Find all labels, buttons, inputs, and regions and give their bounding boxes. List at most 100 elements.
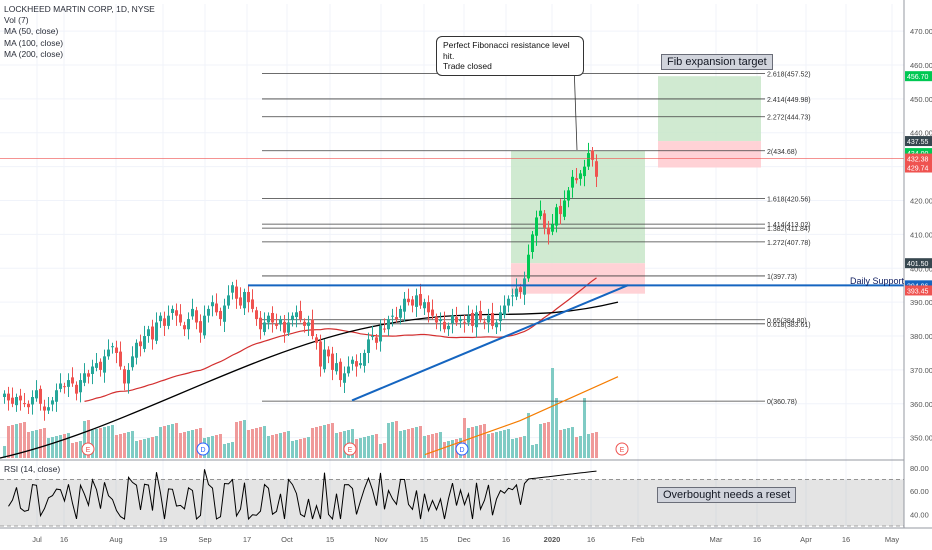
legend-vol[interactable]: Vol (7) [4,15,29,26]
volume-bar [135,441,138,458]
price-tag [905,148,932,159]
candle-body [59,383,62,389]
candle-body [523,278,526,295]
legend-ma50[interactable]: MA (50, close) [4,26,59,37]
fib-level-label: 0.618(383.61) [767,322,811,329]
symbol-title[interactable]: LOCKHEED MARTIN CORP, 1D, NYSE [4,4,155,14]
price-tick-label: 400.00 [910,264,932,273]
candle-body [71,377,74,384]
candle-body [407,298,410,303]
volume-bar [335,433,338,458]
volume-bar [131,431,134,458]
time-axis: Jul 16 Aug 19 Sep 17 Oct 15 Nov 15 Dec 16 2020 16 Feb M… [0,527,932,544]
volume-bar [279,433,282,458]
fib-target-label: Fib expansion target [661,54,773,70]
fib-level-label: 2(434.68) [767,149,797,156]
candle-body [451,315,454,324]
candle-body [507,298,510,306]
volume-bar [287,431,290,458]
volume-bar [503,430,506,458]
rsi-tick-label: 40.00 [910,510,929,519]
candle-body [427,302,430,313]
legend-ma200[interactable]: MA (200, close) [4,48,64,59]
volume-bar [259,427,262,458]
price-axis: 350.00 360.00 370.00 380.00 390.00 400.00 410.… [0,0,932,528]
candle-body [51,400,54,405]
candle-body [399,308,402,318]
time-tick-label: 2020 [544,535,561,544]
candle-body [103,356,106,373]
volume-bar [227,443,230,458]
candle-body [439,319,442,322]
volume-bar [263,426,266,458]
fib-level-label: 1.618(420.56) [767,197,811,204]
candle-body [271,312,274,323]
volume-bar [555,398,558,458]
candle-body [155,322,158,341]
callout-line-1: Perfect Fibonacci resistance level hit. [443,40,570,61]
candle-body [263,322,266,332]
candle-body [43,406,46,411]
volume-bar [7,426,10,458]
volume-bar [223,444,226,458]
volume-bar [99,428,102,458]
candle-body [391,315,394,317]
target-loss-zone [658,141,761,168]
volume-bar [127,432,130,458]
volume-bar [451,440,454,458]
volume-bar [355,439,358,458]
event-marker [196,442,210,456]
price-tick-label: 390.00 [910,298,932,307]
price-tick-label: 360.00 [910,400,932,409]
candle-body [411,299,414,306]
candle-body [371,336,374,338]
event-marker [81,442,95,456]
legend-ma100[interactable]: MA (100, close) [4,37,64,48]
fib-level-label: 1.272(407.78) [767,240,811,247]
volume-bar [427,435,430,458]
candle-body [287,322,290,333]
event-marker-label: D [200,447,205,454]
candle-body [163,318,166,326]
volume-bar [211,436,214,458]
price-tick-label: 420.00 [910,197,932,206]
volume-bar [23,422,26,458]
volume-bar [283,432,286,458]
candle-body [527,254,530,279]
event-marker-label: D [459,447,464,454]
candle-body [559,205,562,215]
volume-bar [63,434,66,458]
volume-bar [251,429,254,458]
volume-bar [247,430,250,458]
candle-body [487,315,490,323]
candle-body [139,341,142,347]
candle-body [491,312,494,326]
volume-bar [267,436,270,458]
time-tick-label: Dec [457,535,471,544]
candle-body [23,403,26,405]
volume-bar [435,433,438,458]
volume-bar [295,440,298,458]
candle-body [135,342,138,358]
volume-bar [359,438,362,458]
candle-body [7,393,10,401]
volume-bar [35,430,38,458]
candle-body [311,319,314,337]
candle-body [475,312,478,328]
candle-body [307,322,310,326]
candle-body [191,308,194,317]
price-tag-label: 393.45 [907,288,929,295]
time-tick-label: Jul [32,535,42,544]
rsi-legend[interactable]: RSI (14, close) [4,464,61,474]
volume-bar [367,436,370,458]
volume-bar [119,434,122,458]
ma-50-line [84,277,597,402]
volume-bar [375,434,378,458]
volume-bar [539,424,542,458]
candle-body [551,224,554,232]
volume-bar [595,432,598,458]
volume-bar [411,428,414,458]
candle-body [147,329,150,337]
candle-body [79,380,82,393]
